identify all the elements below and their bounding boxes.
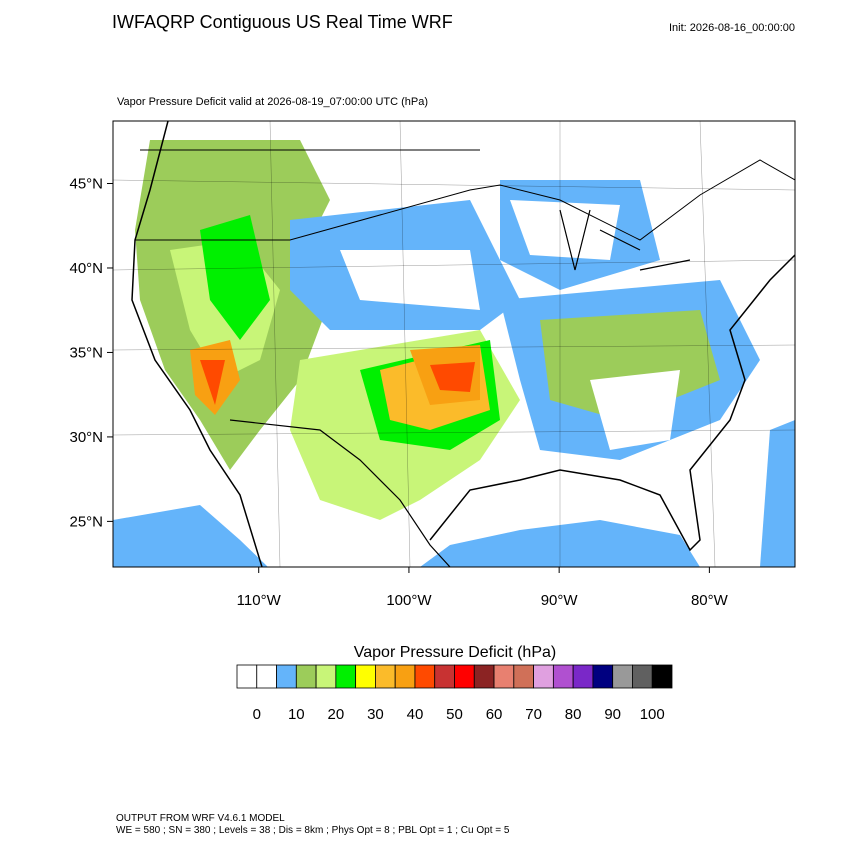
colorbar-box — [612, 664, 633, 689]
coastline — [131, 121, 263, 567]
map-frame — [112, 120, 796, 568]
x-tick-label: 90°W — [541, 592, 579, 609]
footer-line: OUTPUT FROM WRF V4.6.1 MODEL — [116, 813, 285, 824]
colorbar-tick-label: 0 — [253, 706, 261, 723]
colorbar-box — [434, 664, 455, 689]
colorbar-box — [355, 664, 376, 689]
footer-line: WE = 580 ; SN = 380 ; Levels = 38 ; Dis … — [116, 825, 510, 836]
colorbar-tick-label: 80 — [565, 706, 582, 723]
colorbar-box — [256, 664, 277, 689]
colorbar-box — [335, 664, 357, 689]
colorbar-box — [651, 664, 673, 689]
field-region — [430, 362, 475, 392]
colorbar-box — [414, 664, 436, 689]
colorbar-box — [315, 664, 337, 689]
colorbar-box — [236, 664, 258, 689]
init-time: Init: 2026-08-16_00:00:00 — [669, 22, 795, 34]
x-tick-label: 80°W — [691, 592, 729, 609]
colorbar-box — [295, 664, 317, 689]
colorbar-box — [394, 664, 416, 689]
ocean — [113, 505, 268, 567]
colorbar-box — [375, 664, 396, 689]
y-tick-label: 30°N — [69, 429, 103, 446]
colorbar-tick-label: 40 — [407, 706, 424, 723]
colorbar-box — [513, 664, 534, 689]
field-region — [590, 370, 680, 450]
colorbar-tick-label: 100 — [640, 706, 665, 723]
colorbar-box — [552, 664, 574, 689]
axes: 110°W 100°W 90°W 80°W 25°N 30°N 35°N 40°N 45°N — [69, 176, 728, 609]
colorbar-tick-label: 60 — [486, 706, 503, 723]
field-region — [200, 360, 225, 405]
map-area — [113, 121, 795, 567]
y-tick-label: 40°N — [69, 260, 103, 277]
colorbar: 0 10 20 30 40 50 60 70 80 90 100 — [236, 664, 673, 723]
colorbar-tick-label: 90 — [604, 706, 621, 723]
title: IWFAQRP Contiguous US Real Time WRF — [112, 12, 453, 32]
coastline — [429, 254, 795, 552]
colorbar-tick-label: 70 — [525, 706, 542, 723]
y-tick-label: 25°N — [69, 513, 103, 530]
colorbar-tick-label: 20 — [328, 706, 345, 723]
ocean — [760, 420, 795, 567]
colorbar-box — [572, 664, 594, 689]
colorbar-box — [454, 664, 475, 689]
border — [229, 419, 451, 567]
colorbar-box — [473, 664, 495, 689]
colorbar-box — [533, 664, 554, 689]
colorbar-tick-label: 30 — [367, 706, 384, 723]
x-tick-label: 110°W — [237, 592, 282, 609]
y-tick-label: 35°N — [69, 344, 103, 361]
subtitle: Vapor Pressure Deficit valid at 2026-08-… — [117, 96, 428, 108]
state-lines — [113, 121, 795, 567]
colorbar-box — [632, 664, 653, 689]
y-tick-label: 45°N — [69, 176, 103, 193]
x-tick-label: 100°W — [386, 592, 432, 609]
field-region — [200, 215, 270, 340]
colorbar-tick-label: 10 — [288, 706, 305, 723]
colorbar-box — [276, 664, 297, 689]
colorbar-title: Vapor Pressure Deficit (hPa) — [354, 644, 556, 661]
colorbar-tick-label: 50 — [446, 706, 463, 723]
colorbar-box — [592, 664, 614, 689]
colorbar-box — [493, 664, 515, 689]
